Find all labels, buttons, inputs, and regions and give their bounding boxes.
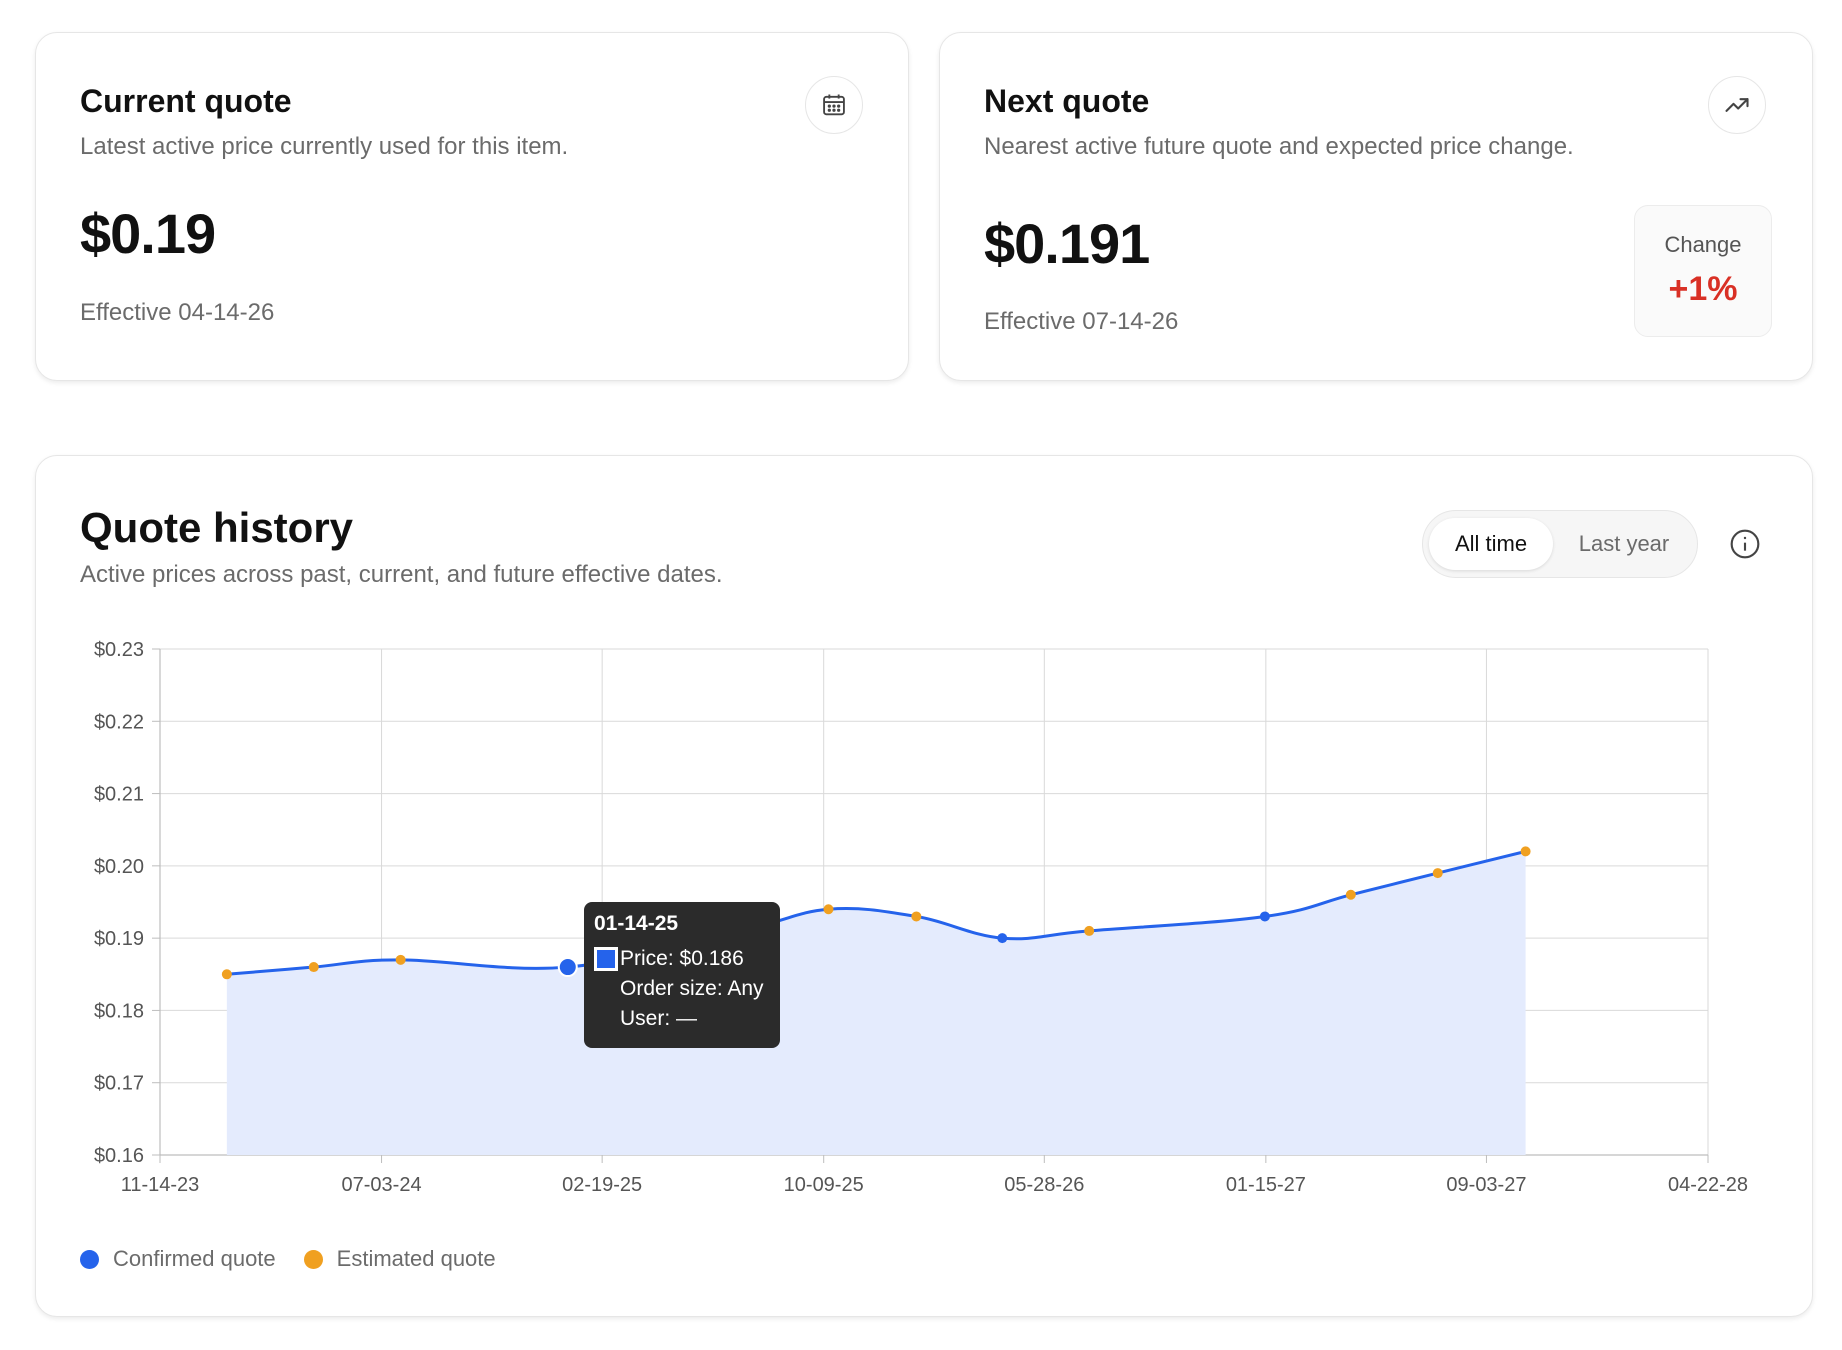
legend-label-confirmed: Confirmed quote [113,1246,276,1271]
info-icon[interactable] [1729,528,1761,560]
data-point-estimated [308,962,319,973]
legend-dot-estimated [303,1249,323,1269]
x-tick-label: 04-22-28 [1668,1174,1748,1196]
change-box: Change +1% [1634,205,1772,337]
x-tick-label: 09-03-27 [1446,1174,1526,1196]
data-point-estimated [1520,846,1531,857]
next-quote-effective: Effective 07-14-26 [984,308,1179,335]
change-value: +1% [1668,270,1738,308]
data-point-estimated [823,904,834,915]
next-quote-subtitle: Nearest active future quote and expected… [984,133,1574,160]
y-tick-label: $0.23 [94,639,144,661]
x-tick-label: 05-28-26 [1004,1174,1084,1196]
quote-history-title: Quote history [80,504,354,551]
current-quote-price: $0.19 [80,202,216,265]
change-label: Change [1664,232,1742,257]
data-point-estimated [1432,868,1443,879]
tooltip-price: Price: $0.186 [620,947,744,970]
data-point-confirmed [557,957,578,978]
tooltip-order-size: Order size: Any [620,977,764,1000]
current-quote-subtitle: Latest active price currently used for t… [80,133,569,160]
data-point-estimated [911,911,922,922]
x-tick-label: 02-19-25 [562,1174,642,1196]
legend-item-confirmed[interactable]: Confirmed quote [80,1246,276,1272]
x-tick-label: 10-09-25 [784,1174,864,1196]
toggle-all-time[interactable]: All time [1429,518,1553,570]
quote-history-subtitle: Active prices across past, current, and … [80,561,723,588]
legend-label-estimated: Estimated quote [336,1246,496,1271]
calendar-icon [823,94,845,116]
chart-tooltip: 01-14-25 Price: $0.186 Order size: Any U… [584,902,780,1048]
x-tick-label: 11-14-23 [121,1174,200,1196]
y-tick-label: $0.17 [94,1073,144,1095]
y-tick-label: $0.18 [94,1000,144,1022]
data-point-confirmed [1259,911,1270,922]
y-tick-label: $0.21 [94,784,144,806]
next-quote-title: Next quote [984,83,1150,119]
trend-button[interactable] [1708,76,1766,134]
legend-dot-confirmed [80,1249,99,1269]
data-point-estimated [1084,925,1095,936]
tooltip-user: User: — [620,1007,698,1030]
tooltip-swatch [594,947,618,971]
next-quote-card: Next quote Nearest active future quote a… [939,32,1813,381]
y-tick-label: $0.16 [94,1145,144,1167]
data-point-confirmed [997,933,1008,944]
x-tick-label: 01-15-27 [1226,1174,1306,1196]
y-tick-label: $0.22 [94,711,144,733]
y-tick-label: $0.20 [94,856,144,878]
current-quote-title: Current quote [80,83,292,119]
x-tick-label: 07-03-24 [342,1174,422,1196]
toggle-last-year[interactable]: Last year [1578,531,1670,556]
data-point-estimated [221,969,232,980]
legend-item-estimated[interactable]: Estimated quote [303,1246,496,1272]
current-quote-effective: Effective 04-14-26 [80,299,275,326]
time-range-toggle: All time Last year [1422,510,1698,578]
calendar-button[interactable] [805,76,863,134]
quote-history-chart: $0.23 $0.22 $0.21 $0.20 $0.19 $0.18 $0.17 $0.16… [94,639,1748,1196]
y-tick-label: $0.19 [94,928,144,950]
tooltip-date: 01-14-25 [594,912,679,935]
next-quote-price: $0.191 [984,212,1150,275]
current-quote-card: Current quote Latest active price curren… [35,32,909,381]
area-fill [226,851,1526,1155]
chart-legend: Confirmed quote Estimated quote [80,1246,524,1272]
data-point-estimated [395,954,406,965]
quote-history-card: Quote history Active prices across past,… [35,455,1813,1317]
data-point-estimated [1345,889,1356,900]
trending-up-icon [1725,98,1749,112]
